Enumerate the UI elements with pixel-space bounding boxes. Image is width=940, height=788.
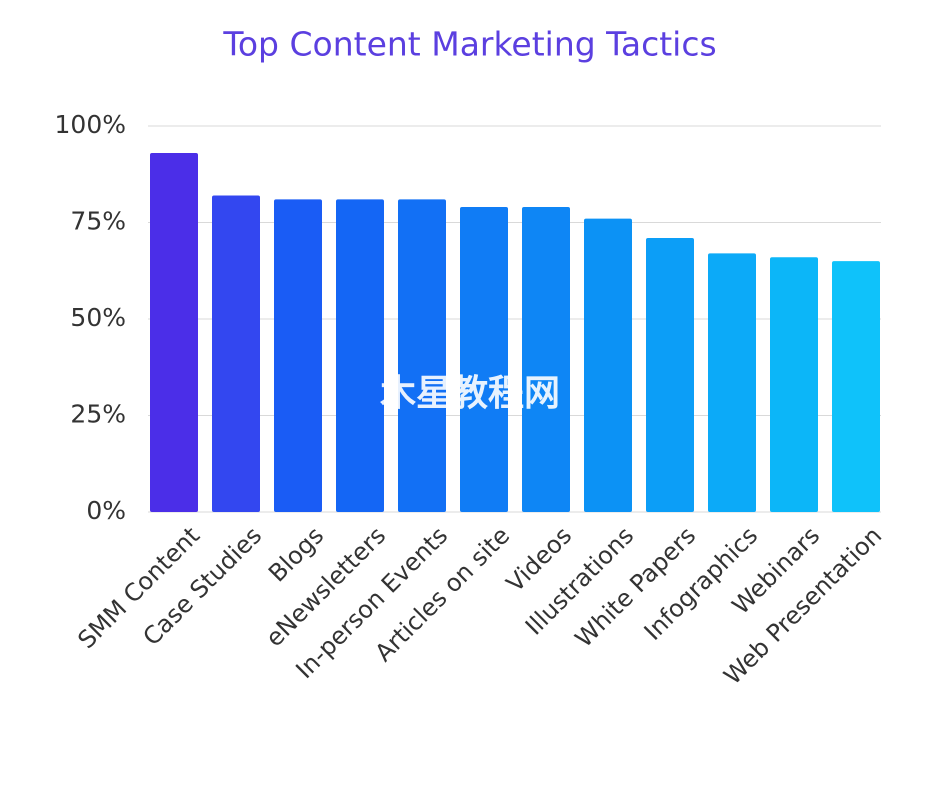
bar — [770, 257, 818, 512]
bar — [274, 199, 322, 512]
bar — [522, 207, 570, 512]
y-tick-label: 0% — [86, 496, 126, 525]
y-tick-label: 100% — [55, 110, 126, 139]
watermark: 木星教程网 — [380, 373, 560, 414]
bar — [832, 261, 880, 512]
bar — [646, 237, 694, 512]
bar — [212, 195, 260, 513]
bar — [460, 207, 508, 512]
bar — [336, 199, 384, 512]
bar — [708, 253, 756, 512]
bar — [398, 199, 446, 512]
y-tick-label: 25% — [70, 400, 126, 429]
bar — [584, 218, 632, 512]
chart-title: Top Content Marketing Tactics — [222, 25, 716, 64]
y-tick-label: 75% — [70, 207, 126, 236]
bar — [150, 153, 198, 512]
y-tick-label: 50% — [70, 303, 126, 332]
